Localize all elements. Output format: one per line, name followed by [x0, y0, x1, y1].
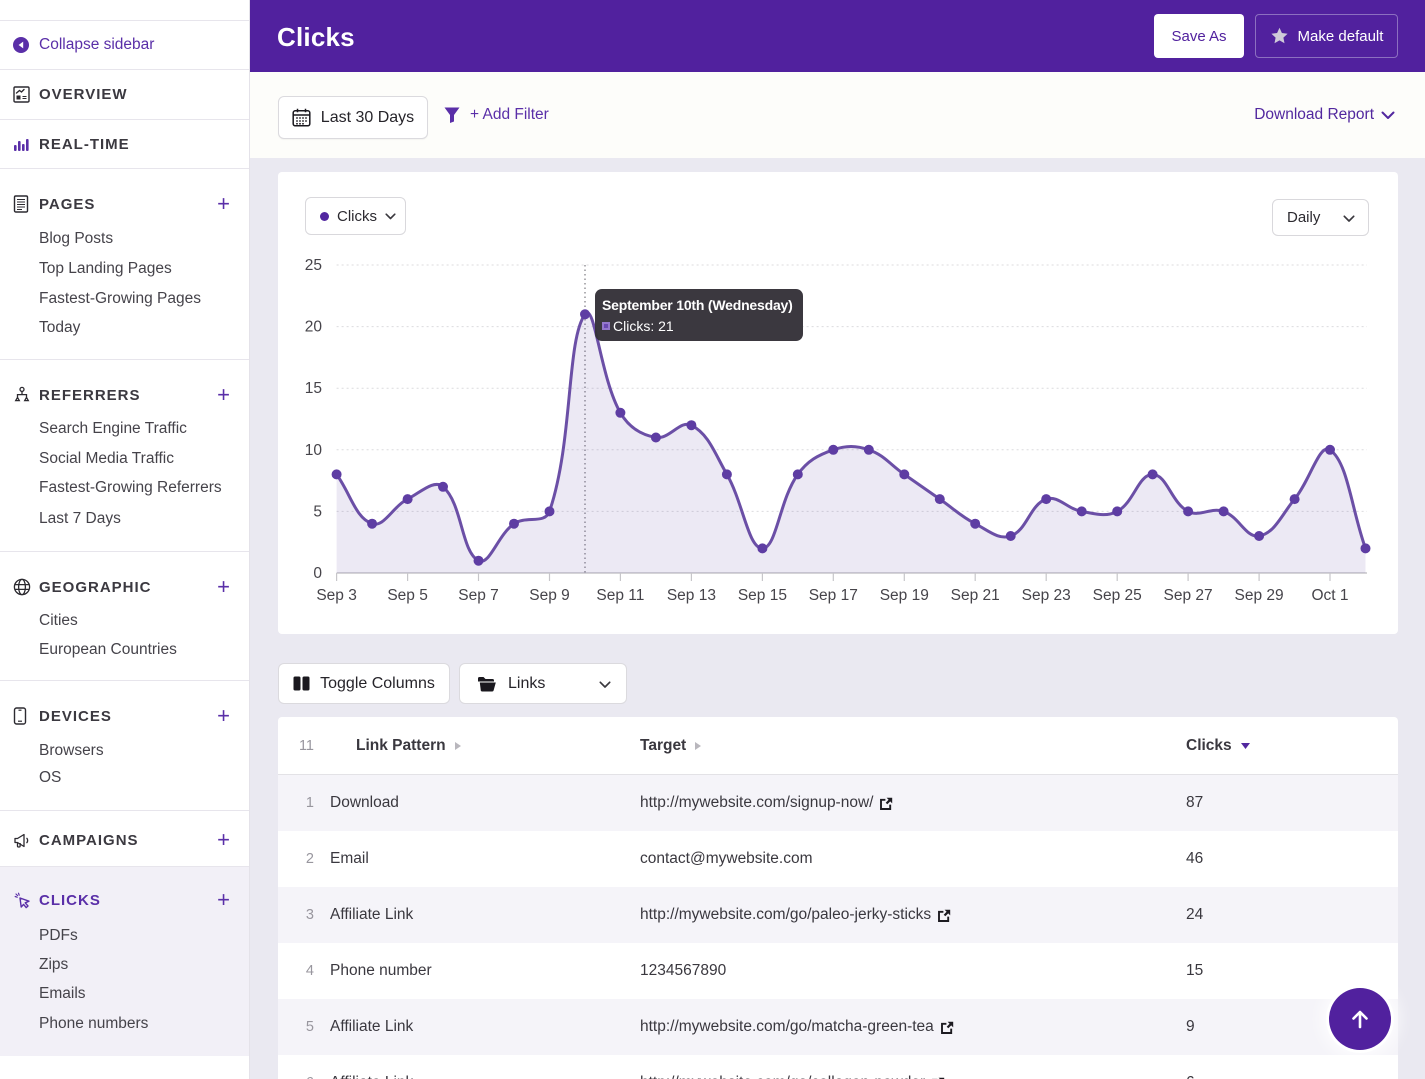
svg-text:Sep 17: Sep 17: [809, 587, 858, 604]
svg-text:Sep 9: Sep 9: [529, 587, 570, 604]
svg-text:Sep 5: Sep 5: [387, 587, 428, 604]
svg-text:Sep 3: Sep 3: [316, 587, 357, 604]
svg-text:Sep 15: Sep 15: [738, 587, 787, 604]
svg-text:Sep 25: Sep 25: [1093, 587, 1142, 604]
svg-text:Sep 23: Sep 23: [1022, 587, 1071, 604]
svg-text:Sep 11: Sep 11: [596, 587, 644, 604]
svg-text:Sep 21: Sep 21: [951, 587, 1000, 604]
svg-text:Oct 1: Oct 1: [1311, 587, 1348, 604]
svg-text:Sep 27: Sep 27: [1164, 587, 1213, 604]
svg-text:10: 10: [305, 442, 323, 459]
svg-text:0: 0: [313, 565, 322, 582]
svg-text:5: 5: [313, 503, 322, 520]
svg-text:Sep 29: Sep 29: [1235, 587, 1284, 604]
svg-text:15: 15: [305, 380, 322, 397]
svg-text:Sep 7: Sep 7: [458, 587, 499, 604]
svg-text:20: 20: [305, 319, 323, 336]
svg-text:Sep 19: Sep 19: [880, 587, 929, 604]
svg-text:Sep 13: Sep 13: [667, 587, 716, 604]
svg-text:25: 25: [305, 257, 322, 274]
